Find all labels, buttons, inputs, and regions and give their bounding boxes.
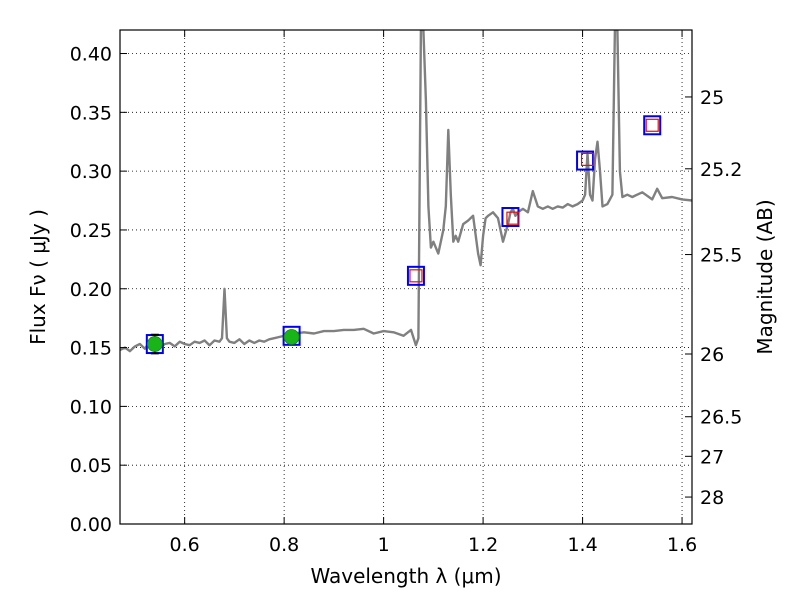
x-tick-label: 1.4 xyxy=(567,534,597,556)
x-tick-label: 1.6 xyxy=(667,534,697,556)
y-tick-label: 0.10 xyxy=(70,396,112,418)
x-tick-label: 1.2 xyxy=(468,534,498,556)
upper-limit-marker xyxy=(645,118,659,132)
x-tick-label: 1 xyxy=(378,534,390,556)
y-tick-label: 0.05 xyxy=(70,455,112,477)
y-tick-label: 0.20 xyxy=(70,279,112,301)
y2-axis-label: Magnitude (AB) xyxy=(753,199,777,354)
y-tick-label: 0.15 xyxy=(70,338,112,360)
upper-limit-marker xyxy=(409,269,423,283)
x-tick-label: 0.8 xyxy=(269,534,299,556)
y-tick-label: 0.40 xyxy=(70,44,112,66)
y2-tick-label: 27 xyxy=(700,446,724,468)
upper-limit-marker xyxy=(506,211,520,225)
axis-ticks: 0.6 0.8 1 1.2 1.4 1.6 0.00 0.05 0.10 0.15 0.20 0.25… xyxy=(70,30,742,556)
y-axis-label: Flux Fν ( μJy ) xyxy=(26,209,50,345)
observed-point xyxy=(146,336,163,352)
upper-limit-marker xyxy=(580,152,595,166)
y-tick-label: 0.35 xyxy=(70,102,112,124)
model-box-marker xyxy=(406,265,425,286)
y-tick-label: 0.30 xyxy=(70,161,112,183)
marker-layer xyxy=(145,115,662,355)
plot-frame xyxy=(119,29,693,525)
spectrum-line xyxy=(120,30,692,353)
observed-point xyxy=(283,329,300,345)
y2-tick-label: 25 xyxy=(700,87,724,109)
y-tick-label: 0.00 xyxy=(70,514,112,536)
y2-tick-label: 26.5 xyxy=(700,407,742,429)
model-box-marker xyxy=(643,115,662,136)
y2-tick-label: 25.2 xyxy=(700,159,742,181)
series-layer xyxy=(120,30,692,353)
y2-tick-label: 25.5 xyxy=(700,245,742,267)
x-tick-label: 0.6 xyxy=(170,534,200,556)
x-axis-label: Wavelength λ (μm) xyxy=(310,564,501,588)
y2-tick-label: 28 xyxy=(700,487,724,509)
y-tick-label: 0.25 xyxy=(70,220,112,242)
y2-tick-label: 26 xyxy=(700,344,724,366)
